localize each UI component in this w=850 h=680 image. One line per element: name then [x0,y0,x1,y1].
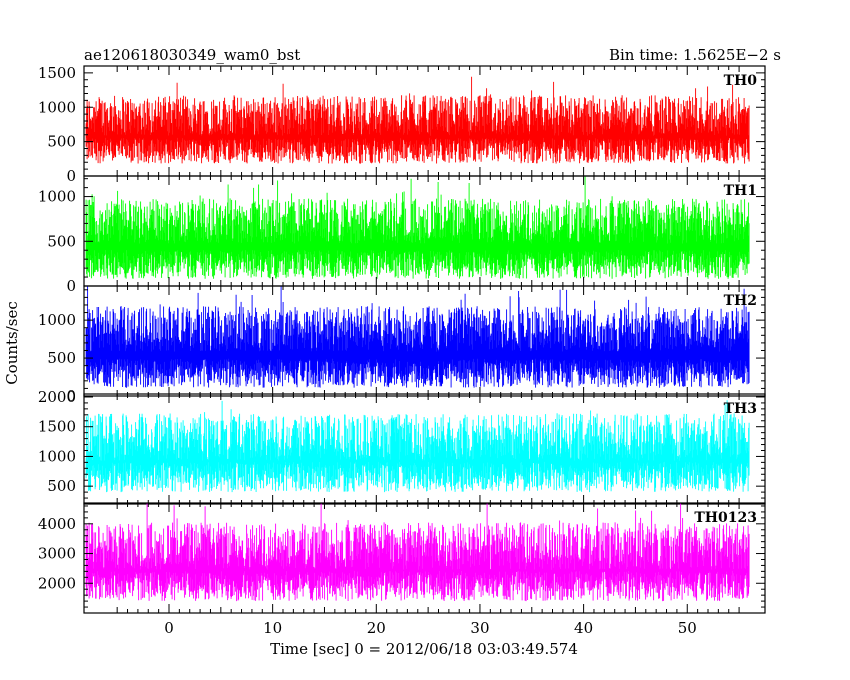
x-tick-label: 40 [574,619,593,637]
bin-time-label: Bin time: 1.5625E−2 s [609,46,781,64]
y-tick-label: 500 [47,133,76,151]
y-tick-label: 2000 [38,574,76,592]
panel-label: TH0123 [694,510,757,526]
panel-th0123: 2000 3000 4000 TH0123 0 10 20 30 40 50 [38,502,766,637]
panel-frame [83,502,766,614]
series-line-th2 [85,286,750,388]
y-tick-label: 1500 [38,418,76,436]
y-tick-label: 1000 [38,447,76,465]
y-tick-label: 500 [47,349,76,367]
series-line-th1 [85,176,750,279]
y-tick-label: 0 [66,167,76,185]
y-tick-label: 0 [66,387,76,405]
panel-th0: 0 500 1000 1500 TH0 [38,64,766,185]
series-line-th0123 [85,503,750,602]
y-tick-label: 500 [47,232,76,250]
y-tick-label: 4000 [38,515,76,533]
panel-th2: 0 500 1000 TH2 [38,285,766,405]
y-tick-label: 1000 [38,188,76,206]
series-line-th0 [85,76,750,164]
panel-th3: 500 1000 1500 2000 TH3 [38,388,766,505]
panel-label: TH0 [724,73,758,89]
panel-label: TH1 [724,183,757,199]
panel-frame [83,285,766,397]
y-tick-label: 2000 [38,388,76,406]
x-tick-label: 0 [164,619,174,637]
y-tick-label: 1500 [38,64,76,82]
y-tick-label: 3000 [38,545,76,563]
y-axis-label: Counts/sec [3,301,21,385]
y-tick-label: 1000 [38,98,76,116]
x-tick-label: 20 [367,619,386,637]
panel-frame [83,393,766,505]
x-tick-label: 10 [263,619,282,637]
series-line-th3 [85,400,750,493]
y-tick-label: 0 [66,277,76,295]
y-tick-label: 500 [47,477,76,495]
x-tick-label: 50 [678,619,697,637]
panel-label: TH2 [724,293,757,309]
chart-title: ae120618030349_wam0_bst [84,46,300,64]
x-axis-label: Time [sec] 0 = 2012/06/18 03:03:49.574 [270,640,578,658]
y-tick-label: 1000 [38,311,76,329]
x-tick-label: 30 [470,619,489,637]
panel-label: TH3 [724,401,757,417]
panel-th1: 0 500 1000 TH1 [38,175,766,295]
